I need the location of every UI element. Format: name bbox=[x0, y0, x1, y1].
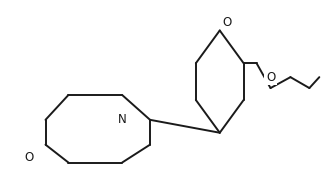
Text: O: O bbox=[222, 16, 231, 29]
Text: O: O bbox=[266, 71, 275, 84]
Text: O: O bbox=[24, 151, 33, 164]
Text: N: N bbox=[118, 113, 127, 126]
Text: O: O bbox=[222, 16, 231, 29]
Text: O: O bbox=[24, 151, 33, 164]
Text: O: O bbox=[266, 71, 275, 84]
Text: N: N bbox=[118, 113, 127, 126]
